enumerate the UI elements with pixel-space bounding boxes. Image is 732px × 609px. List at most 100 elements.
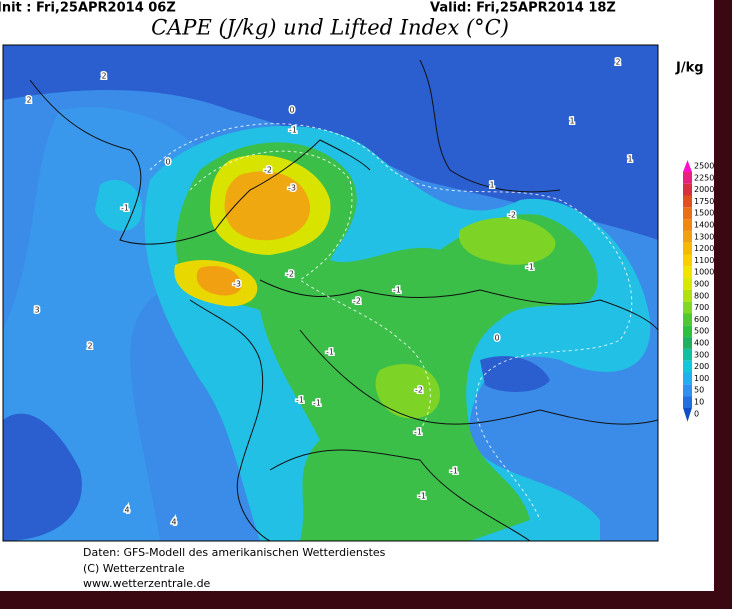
- contour-label: -2: [264, 166, 272, 175]
- contour-label: 1: [489, 181, 494, 190]
- contour-label: -1: [418, 492, 426, 501]
- colorbar-swatch: [683, 289, 692, 302]
- contour-label: -2: [508, 211, 516, 220]
- contour-label: -1: [393, 286, 401, 295]
- valid-time: Valid: Fri,25APR2014 18Z: [430, 1, 616, 16]
- border: [299, 329, 658, 425]
- contour-label: -1: [326, 348, 334, 357]
- contour-label: 1: [627, 155, 632, 164]
- colorbar-label: 0: [694, 409, 699, 418]
- contour-label: -1: [289, 126, 297, 135]
- contour: [189, 150, 431, 431]
- contour-label: 4: [124, 506, 129, 515]
- colorbar-swatch: [683, 313, 692, 326]
- border: [259, 279, 658, 331]
- colorbar-swatch: [683, 219, 692, 231]
- contour-label: -1: [296, 396, 304, 405]
- colorbar-label: 300: [694, 350, 709, 359]
- contour-label: -2: [415, 386, 423, 395]
- contour: [149, 123, 633, 521]
- init-time: Init : Fri,25APR2014 06Z: [0, 1, 176, 16]
- field-base: [3, 413, 82, 541]
- colorbar-swatch: [683, 337, 692, 349]
- contour-label: -1: [121, 204, 129, 213]
- contour-label: -1: [450, 467, 458, 476]
- coastlines: [29, 59, 658, 541]
- field-orange: [196, 265, 242, 296]
- footer-line: Daten: GFS-Modell des amerikanischen Wet…: [83, 546, 386, 559]
- colorbar-swatch: [683, 195, 692, 208]
- field-base: [480, 356, 550, 392]
- footer-line: www.wetterzentrale.de: [83, 577, 211, 590]
- colorbar-label: 100: [694, 374, 709, 383]
- colorbar-swatch: [683, 360, 692, 373]
- frame-right: [714, 0, 732, 609]
- contour-label: 2: [615, 58, 620, 67]
- colorbar-label: 1500: [694, 209, 714, 218]
- colorbar-swatch: [683, 396, 692, 408]
- contour-label: -3: [233, 280, 241, 289]
- contour-label: 0: [494, 334, 499, 343]
- contour-label: 2: [87, 342, 92, 351]
- colorbar-swatch: [683, 254, 692, 267]
- colorbar-label: 2000: [694, 185, 714, 194]
- colorbar-label: 1750: [694, 197, 714, 206]
- field-orange: [224, 171, 311, 241]
- legend-unit: J/kg: [675, 61, 704, 76]
- colorbar-label: 1400: [694, 221, 714, 230]
- coastline: [29, 79, 371, 245]
- colorbar-label: 10: [694, 398, 704, 407]
- colorbar-swatch: [683, 301, 692, 314]
- contour-label: 2: [101, 72, 106, 81]
- colorbar-swatch: [683, 207, 692, 220]
- colorbar-swatch: [683, 384, 692, 397]
- colorbar-label: 50: [694, 386, 704, 395]
- contour-label: -2: [286, 270, 294, 279]
- colorbar-cap: [683, 407, 692, 422]
- footer-line: (C) Wetterzentrale: [83, 562, 185, 575]
- coastline: [189, 299, 271, 541]
- colorbar-swatch: [683, 171, 692, 184]
- colorbar-swatch: [683, 242, 692, 255]
- map-title: CAPE (J/kg) und Lifted Index (°C): [151, 16, 509, 40]
- map-area: -3 -3 -2 -2 -2 -2 -2 -1 -1 -1 -1 -1 -1 -1 -1 -1 -1 0 0 0 1 1 1…: [3, 45, 658, 541]
- colorbar-label: 2500: [694, 162, 714, 171]
- colorbar-swatch: [683, 266, 692, 279]
- contour-label: 3: [34, 306, 39, 315]
- map-frame: [2, 44, 659, 542]
- colorbar-label: 1200: [694, 244, 714, 253]
- field-lightgreen: [375, 364, 440, 419]
- colorbar-label: 200: [694, 362, 709, 371]
- colorbar-cap: [683, 160, 692, 172]
- colorbar-label: 1000: [694, 268, 714, 277]
- colorbar-swatch: [683, 278, 692, 290]
- colorbar-swatch: [683, 372, 692, 385]
- contour-label: -1: [313, 399, 321, 408]
- colorbar-swatch: [683, 325, 692, 338]
- contours: [149, 123, 633, 521]
- contour-label: -3: [288, 184, 296, 193]
- contour-label: 1: [569, 117, 574, 126]
- border: [269, 449, 531, 541]
- colorbar-label: 900: [694, 280, 709, 289]
- colorbar-swatch: [683, 348, 692, 361]
- border: [419, 59, 561, 193]
- contour-label: -1: [526, 263, 534, 272]
- contour-label: -1: [414, 428, 422, 437]
- contour-label: 0: [289, 106, 294, 115]
- colorbar-label: 800: [694, 291, 709, 300]
- colorbar-label: 400: [694, 339, 709, 348]
- frame-bottom: [0, 591, 732, 609]
- colorbar-label: 600: [694, 315, 709, 324]
- colorbar-swatch: [683, 183, 692, 196]
- field-lightgreen: [459, 217, 556, 265]
- colorbar-label: 1100: [694, 256, 714, 265]
- contour-label: 2: [26, 96, 31, 105]
- contour-label: 0: [165, 158, 170, 167]
- colorbar-label: 500: [694, 327, 709, 336]
- contour-label: 4: [171, 518, 176, 527]
- colorbar-label: 1300: [694, 232, 714, 241]
- colorbar-label: 700: [694, 303, 709, 312]
